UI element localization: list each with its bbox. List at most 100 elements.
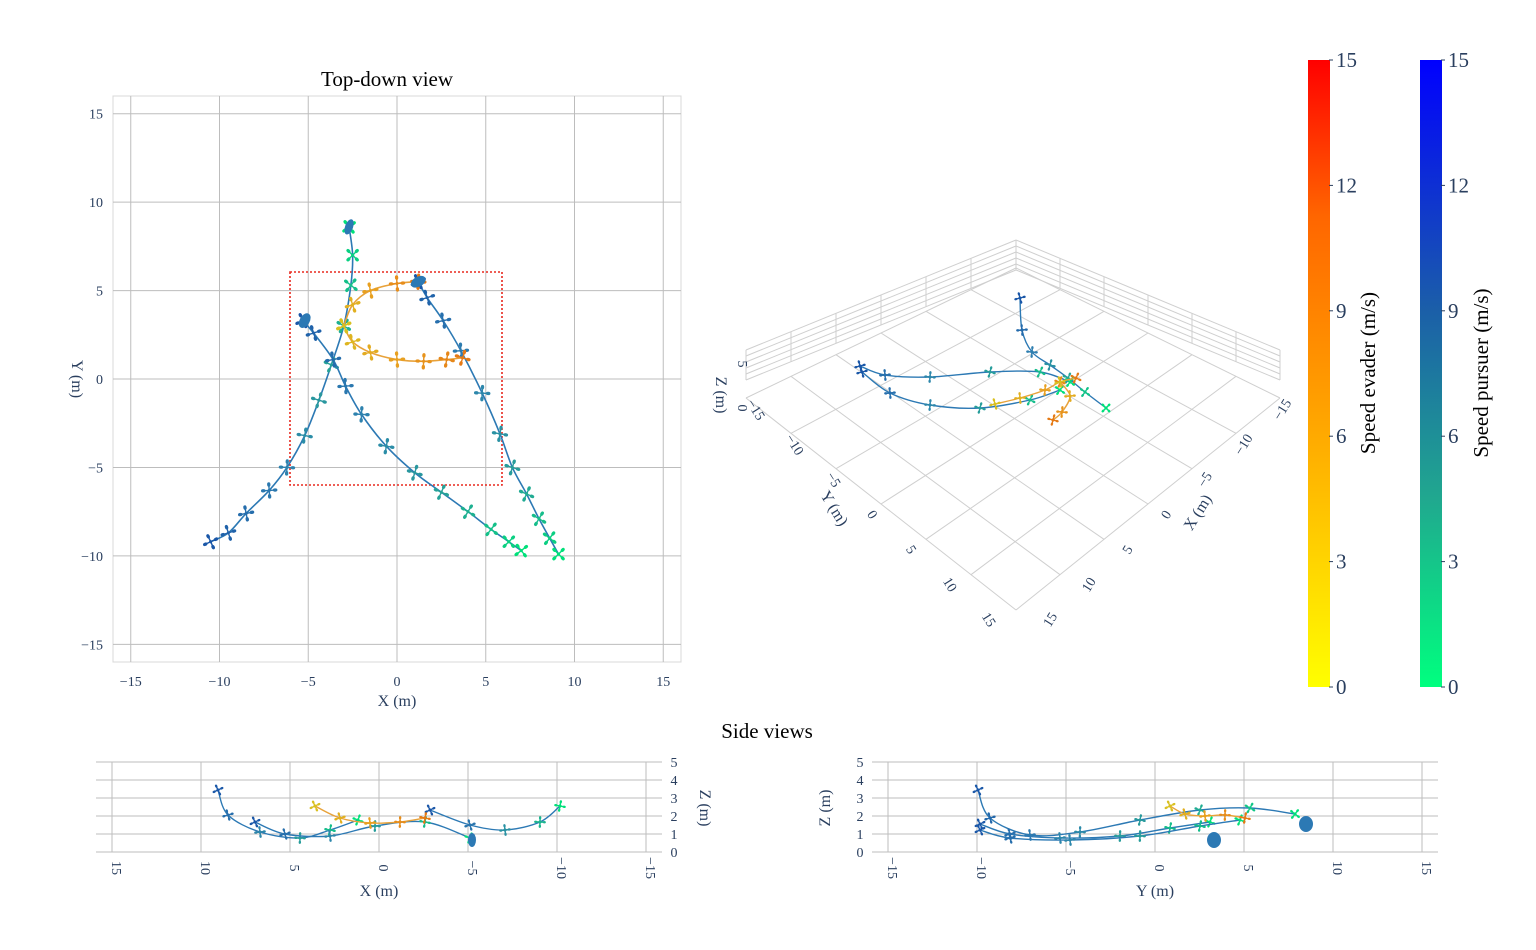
drone-rotor <box>464 824 468 828</box>
drone-body <box>368 350 372 355</box>
drone-rotor <box>267 494 272 499</box>
drone-rotor <box>1197 812 1200 816</box>
drone-body <box>928 375 932 379</box>
drone-body <box>398 820 402 824</box>
drone-rotor <box>437 495 441 500</box>
drone-body <box>459 349 463 353</box>
drone-rotor <box>230 812 234 816</box>
drone-body <box>503 828 507 832</box>
drone-rotor <box>1172 827 1176 831</box>
drone-rotor <box>1068 834 1071 838</box>
drone-rotor <box>349 333 353 339</box>
drone-body <box>422 359 426 363</box>
drone-body <box>1058 388 1062 392</box>
drone-rotor <box>419 815 423 819</box>
drone-rotor <box>1069 842 1072 846</box>
3d-y-tick-label: −10 <box>782 432 806 459</box>
drone-marker <box>491 425 509 442</box>
drone-rotor <box>992 398 996 402</box>
colorbar-tick-label: 6 <box>1336 424 1347 448</box>
drone-rotor <box>318 392 323 397</box>
drone-marker <box>518 486 535 502</box>
colorbar-tick-label: 12 <box>1336 173 1357 197</box>
drone-marker <box>305 325 322 341</box>
drone-marker <box>222 809 234 821</box>
y-tick-label: −10 <box>81 550 103 565</box>
drone-marker <box>344 278 358 293</box>
drone-rotor <box>346 248 351 254</box>
drone-rotor <box>540 511 544 516</box>
drone-rotor <box>932 376 936 379</box>
drone-rotor <box>344 304 350 309</box>
z-tick-label: 2 <box>857 810 864 825</box>
drone-body <box>343 384 348 388</box>
drone-marker <box>504 459 521 476</box>
drone-rotor <box>295 321 300 325</box>
drone-rotor <box>982 820 986 824</box>
drone-rotor <box>1014 297 1018 301</box>
drone-marker <box>212 784 224 796</box>
drone-rotor <box>231 529 237 533</box>
y-tick-label: 0 <box>96 373 103 388</box>
drone-rotor <box>552 539 557 544</box>
drone-rotor <box>932 404 936 407</box>
drone-rotor <box>446 317 452 322</box>
drone-marker <box>1219 809 1231 821</box>
drone-rotor <box>267 482 271 487</box>
drone-rotor <box>1047 389 1051 392</box>
y-tick-label: 15 <box>89 108 103 123</box>
drone-marker <box>1039 384 1051 396</box>
drone-body <box>313 804 317 808</box>
drone-marker <box>344 333 361 350</box>
drone-rotor <box>337 812 341 816</box>
drone-rotor <box>1200 804 1203 808</box>
drone-rotor <box>1204 818 1207 822</box>
drone-rotor <box>360 406 364 411</box>
drone-rotor <box>1050 422 1054 426</box>
side-view-y: 0 1 2 3 4 5 −15 −10 −5 0 5 10 15 Y (m) Z (m) <box>817 756 1438 900</box>
drone-rotor <box>1107 409 1111 413</box>
drone-body <box>1198 808 1202 812</box>
drone-rotor <box>1182 808 1186 812</box>
arena-boundary-box <box>289 271 503 486</box>
colorbar-tick-label: 6 <box>1448 424 1459 448</box>
drone-rotor <box>1070 374 1074 378</box>
drone-rotor <box>924 403 928 406</box>
drone-rotor <box>493 531 498 535</box>
drone-rotor <box>272 488 278 492</box>
drone-rotor <box>411 476 415 481</box>
drone-marker <box>1244 802 1256 814</box>
drone-rotor <box>332 363 336 368</box>
drone-rotor <box>559 800 563 804</box>
drone-marker <box>362 282 379 299</box>
drone-rotor <box>1040 366 1044 370</box>
drone-rotor <box>1296 815 1300 818</box>
side-trajectory-line <box>979 819 1241 841</box>
drone-rotor <box>344 389 348 395</box>
drone-marker <box>1054 376 1066 388</box>
side-y-trajectories <box>972 784 1313 848</box>
colorbar-tick-label: 12 <box>1448 173 1469 197</box>
drone-marker <box>424 804 436 816</box>
drone-body <box>283 832 287 836</box>
drone-marker <box>1014 292 1026 304</box>
drone-rotor <box>259 834 262 838</box>
drone-rotor <box>982 407 986 411</box>
drone-rotor <box>469 504 473 509</box>
x-tick-label: 15 <box>656 675 670 690</box>
drone-body <box>244 511 248 516</box>
drone-rotor <box>435 320 440 324</box>
drone-rotor <box>343 377 347 383</box>
drone-rotor <box>346 321 352 326</box>
drone-rotor <box>552 556 557 561</box>
pursuer-trajectory-line <box>302 320 522 552</box>
drone-marker <box>364 817 376 829</box>
drone-rotor <box>1019 300 1023 304</box>
drone-rotor <box>522 497 526 502</box>
drone-rotor <box>1239 815 1243 819</box>
side-y-ylabel: Z (m) <box>817 790 834 827</box>
drone-rotor <box>1072 838 1076 841</box>
drone-body <box>1028 398 1032 402</box>
drone-rotor <box>1062 836 1066 839</box>
x-tick-label: −10 <box>973 857 988 879</box>
